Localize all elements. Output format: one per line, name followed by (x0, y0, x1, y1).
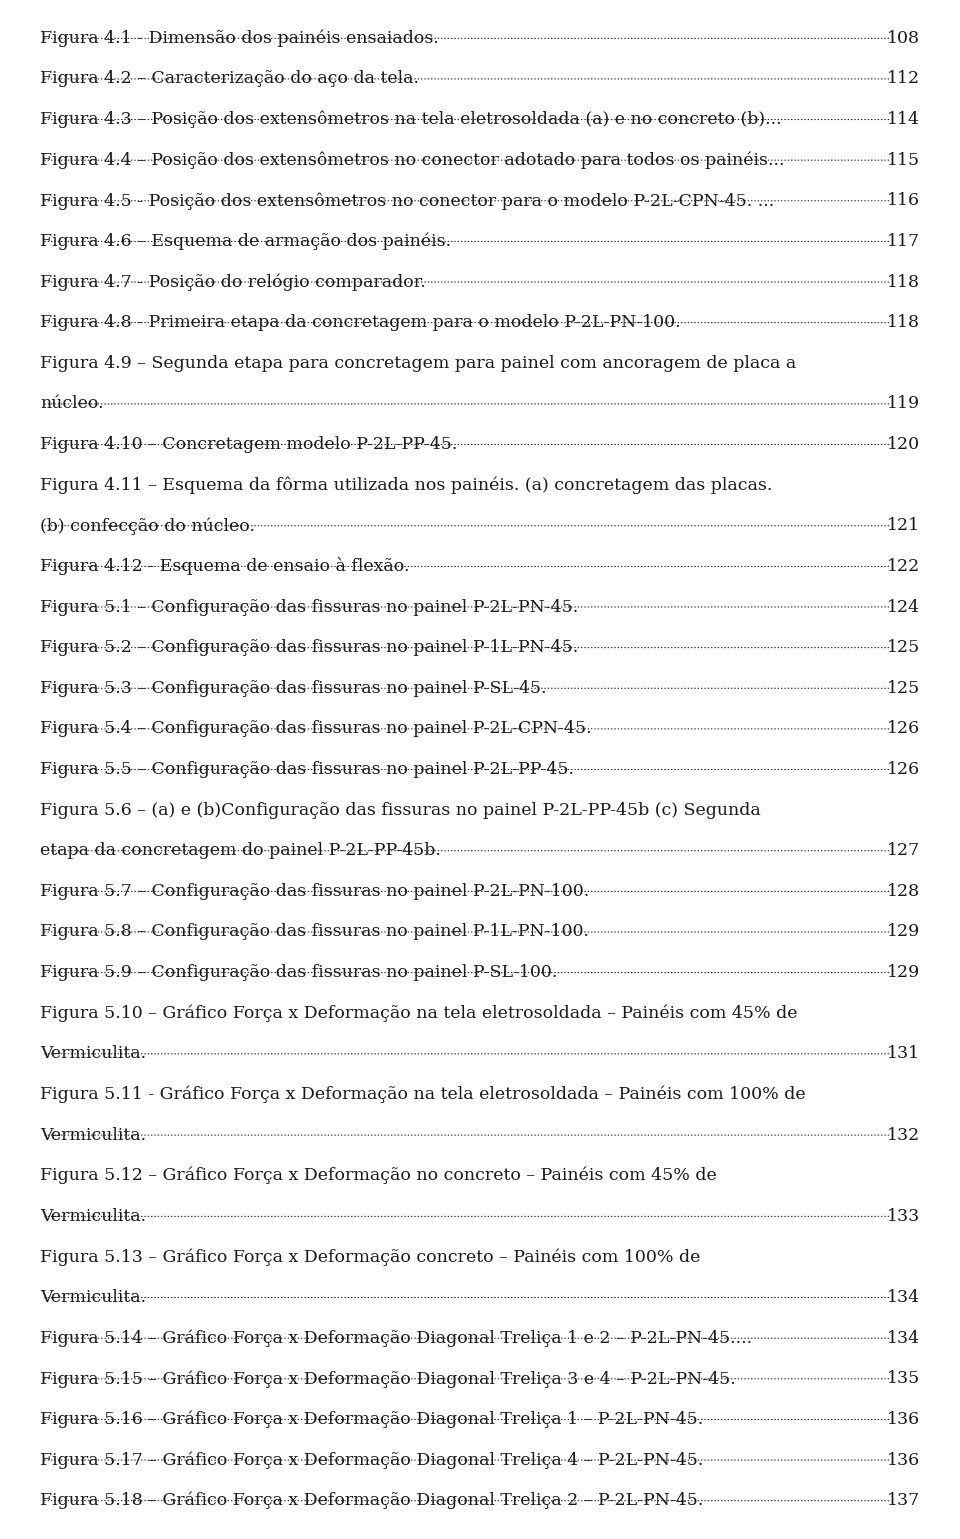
Text: Figura 4.4 – Posição dos extensômetros no conector adotado para todos os painéis: Figura 4.4 – Posição dos extensômetros n… (40, 151, 784, 169)
Text: Figura 4.12 - Esquema de ensaio à flexão.: Figura 4.12 - Esquema de ensaio à flexão… (40, 557, 410, 576)
Text: 134: 134 (887, 1330, 920, 1347)
Text: Figura 5.1 – Configuração das fissuras no painel P-2L-PN-45.: Figura 5.1 – Configuração das fissuras n… (40, 599, 578, 616)
Text: 129: 129 (887, 963, 920, 980)
Text: Figura 5.10 – Gráfico Força x Deformação na tela eletrosoldada – Painéis com 45%: Figura 5.10 – Gráfico Força x Deformação… (40, 1005, 798, 1022)
Text: Figura 5.4 – Configuração das fissuras no painel P-2L-CPN-45.: Figura 5.4 – Configuração das fissuras n… (40, 720, 591, 737)
Text: 127: 127 (887, 842, 920, 859)
Text: Figura 4.2 – Caracterização do aço da tela.: Figura 4.2 – Caracterização do aço da te… (40, 71, 419, 88)
Text: etapa da concretagem do painel P-2L-PP-45b.: etapa da concretagem do painel P-2L-PP-4… (40, 842, 441, 859)
Text: Vermiculita.: Vermiculita. (40, 1127, 146, 1143)
Text: 137: 137 (887, 1493, 920, 1510)
Text: 124: 124 (887, 599, 920, 616)
Text: Figura 5.16 – Gráfico Força x Deformação Diagonal Treliça 1 – P-2L-PN-45.: Figura 5.16 – Gráfico Força x Deformação… (40, 1411, 704, 1428)
Text: 134: 134 (887, 1290, 920, 1307)
Text: 108: 108 (887, 29, 920, 46)
Text: 131: 131 (887, 1045, 920, 1062)
Text: Figura 5.8 – Configuração das fissuras no painel P-1L-PN-100.: Figura 5.8 – Configuração das fissuras n… (40, 923, 589, 940)
Text: 118: 118 (887, 274, 920, 291)
Text: Figura 4.11 – Esquema da fôrma utilizada nos painéis. (a) concretagem das placas: Figura 4.11 – Esquema da fôrma utilizada… (40, 477, 773, 494)
Text: Figura 5.12 – Gráfico Força x Deformação no concreto – Painéis com 45% de: Figura 5.12 – Gráfico Força x Deformação… (40, 1167, 717, 1185)
Text: 121: 121 (887, 517, 920, 534)
Text: 133: 133 (887, 1208, 920, 1225)
Text: 122: 122 (887, 559, 920, 576)
Text: 114: 114 (887, 111, 920, 128)
Text: Figura 5.5 – Configuração das fissuras no painel P-2L-PP-45.: Figura 5.5 – Configuração das fissuras n… (40, 760, 574, 779)
Text: Figura 5.13 – Gráfico Força x Deformação concreto – Painéis com 100% de: Figura 5.13 – Gráfico Força x Deformação… (40, 1248, 701, 1265)
Text: Figura 5.7 – Configuração das fissuras no painel P-2L-PN-100.: Figura 5.7 – Configuração das fissuras n… (40, 883, 589, 900)
Text: Figura 5.9 – Configuração das fissuras no painel P-SL-100.: Figura 5.9 – Configuração das fissuras n… (40, 963, 558, 980)
Text: (b) confecção do núcleo.: (b) confecção do núcleo. (40, 517, 255, 534)
Text: Figura 5.18 – Gráfico Força x Deformação Diagonal Treliça 2 – P-2L-PN-45.: Figura 5.18 – Gráfico Força x Deformação… (40, 1491, 704, 1510)
Text: Figura 4.3 – Posição dos extensômetros na tela eletrosoldada (a) e no concreto (: Figura 4.3 – Posição dos extensômetros n… (40, 111, 781, 128)
Text: Figura 5.15 – Gráfico Força x Deformação Diagonal Treliça 3 e 4 – P-2L-PN-45.: Figura 5.15 – Gráfico Força x Deformação… (40, 1370, 735, 1388)
Text: 128: 128 (887, 883, 920, 900)
Text: Figura 4.6 – Esquema de armação dos painéis.: Figura 4.6 – Esquema de armação dos pain… (40, 232, 451, 251)
Text: núcleo.: núcleo. (40, 396, 104, 412)
Text: Figura 5.3 – Configuração das fissuras no painel P-SL-45.: Figura 5.3 – Configuração das fissuras n… (40, 680, 546, 697)
Text: 112: 112 (887, 71, 920, 88)
Text: 118: 118 (887, 314, 920, 331)
Text: Figura 5.14 – Gráfico Força x Deformação Diagonal Treliça 1 e 2 – P-2L-PN-45....: Figura 5.14 – Gráfico Força x Deformação… (40, 1330, 752, 1347)
Text: 120: 120 (887, 436, 920, 452)
Text: 136: 136 (887, 1451, 920, 1468)
Text: 132: 132 (887, 1127, 920, 1143)
Text: 115: 115 (887, 152, 920, 169)
Text: 117: 117 (887, 232, 920, 249)
Text: 129: 129 (887, 923, 920, 940)
Text: 136: 136 (887, 1411, 920, 1428)
Text: Figura 4.9 – Segunda etapa para concretagem para painel com ancoragem de placa a: Figura 4.9 – Segunda etapa para concreta… (40, 356, 796, 372)
Text: Figura 4.1 - Dimensão dos painéis ensaiados.: Figura 4.1 - Dimensão dos painéis ensaia… (40, 29, 439, 48)
Text: 126: 126 (887, 720, 920, 737)
Text: 126: 126 (887, 760, 920, 779)
Text: Figura 5.11 - Gráfico Força x Deformação na tela eletrosoldada – Painéis com 100: Figura 5.11 - Gráfico Força x Deformação… (40, 1085, 805, 1103)
Text: 119: 119 (887, 396, 920, 412)
Text: 135: 135 (887, 1370, 920, 1387)
Text: Figura 5.2 – Configuração das fissuras no painel P-1L-PN-45.: Figura 5.2 – Configuração das fissuras n… (40, 639, 578, 656)
Text: Figura 4.8 - Primeira etapa da concretagem para o modelo P-2L-PN-100.: Figura 4.8 - Primeira etapa da concretag… (40, 314, 681, 331)
Text: Figura 5.6 – (a) e (b)Configuração das fissuras no painel P-2L-PP-45b (c) Segund: Figura 5.6 – (a) e (b)Configuração das f… (40, 802, 760, 819)
Text: Figura 4.10 – Concretagem modelo P-2L-PP-45.: Figura 4.10 – Concretagem modelo P-2L-PP… (40, 436, 457, 452)
Text: Figura 4.5 - Posição dos extensômetros no conector para o modelo P-2L-CPN-45. ..: Figura 4.5 - Posição dos extensômetros n… (40, 192, 775, 209)
Text: Vermiculita.: Vermiculita. (40, 1208, 146, 1225)
Text: Vermiculita.: Vermiculita. (40, 1290, 146, 1307)
Text: 125: 125 (887, 680, 920, 697)
Text: Vermiculita.: Vermiculita. (40, 1045, 146, 1062)
Text: Figura 4.7 - Posição do relógio comparador.: Figura 4.7 - Posição do relógio comparad… (40, 274, 425, 291)
Text: 125: 125 (887, 639, 920, 656)
Text: 116: 116 (887, 192, 920, 209)
Text: Figura 5.17 – Gráfico Força x Deformação Diagonal Treliça 4 – P-2L-PN-45.: Figura 5.17 – Gráfico Força x Deformação… (40, 1451, 704, 1468)
